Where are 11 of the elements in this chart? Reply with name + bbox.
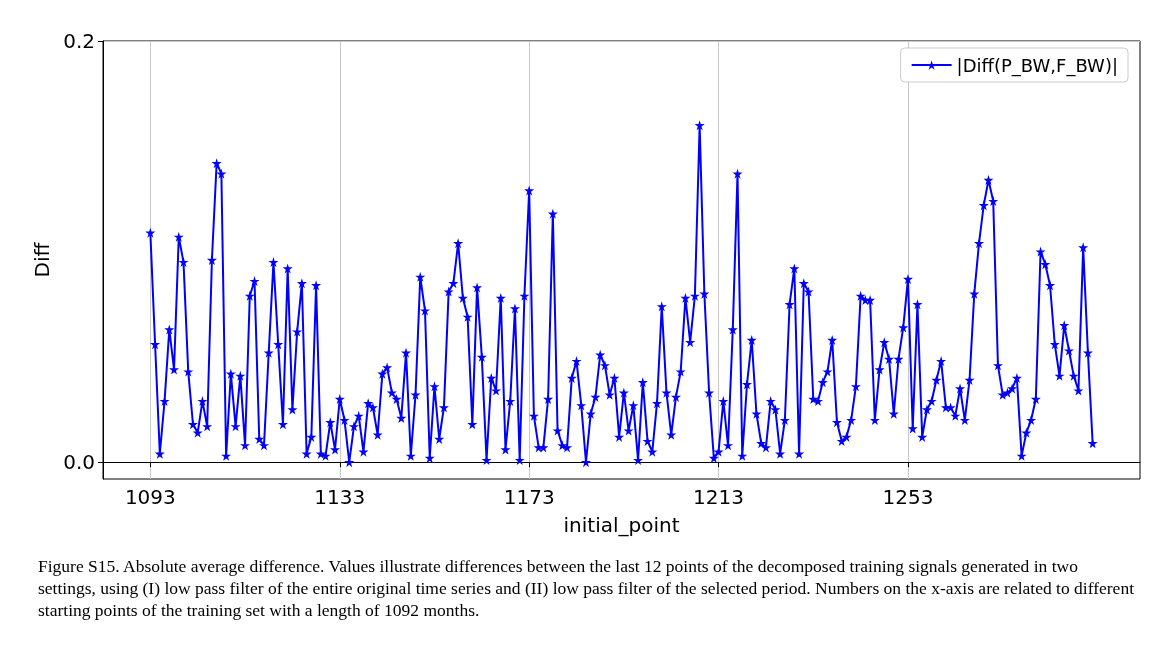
y-tick-label: 0.2 bbox=[63, 29, 95, 53]
x-axis-title: initial_point bbox=[563, 513, 680, 537]
x-tick-label: 1093 bbox=[124, 485, 176, 509]
y-axis-title: Diff bbox=[30, 241, 55, 278]
legend-label: |Diff(P_BW,F_BW)| bbox=[956, 54, 1119, 77]
caption: Figure S15. Absolute average difference. Values illustrate differences between the last 12 points of the decomposed training signals generated in two settings, using (I) low pass filter of the entire original time series and (II) low pass filter of the selected period. Numbers on the x-axis are related to different starting points of the training set with a length of 1092 months. bbox=[38, 555, 1135, 621]
y-tick-label: 0.0 bbox=[63, 450, 95, 475]
x-tick-label: 1173 bbox=[503, 485, 555, 509]
x-tick-label: 1213 bbox=[693, 485, 745, 509]
x-tick-label: 1133 bbox=[314, 485, 366, 509]
x-tick-label: 1253 bbox=[882, 485, 934, 509]
